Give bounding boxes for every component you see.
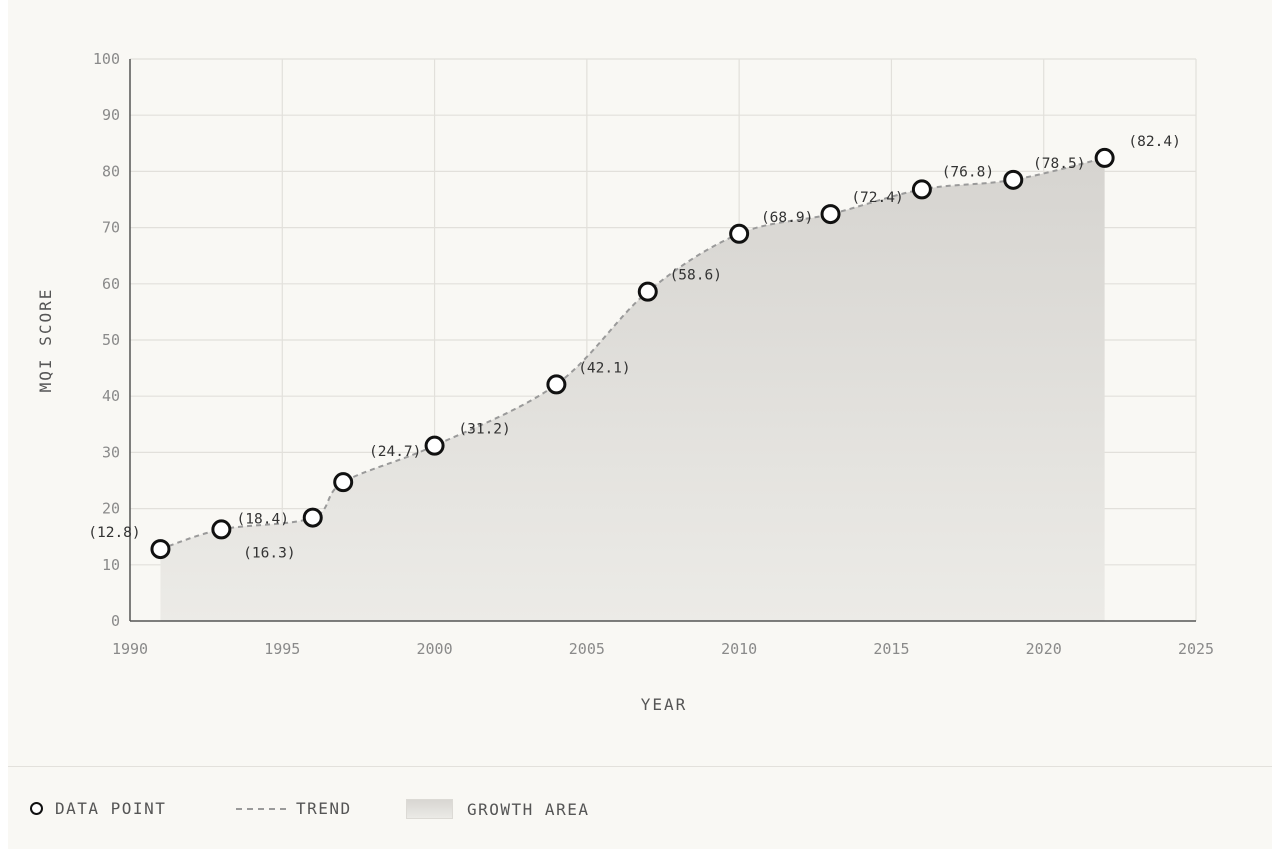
data-label: (16.3) <box>243 545 295 561</box>
legend: DATA POINT TREND GROWTH AREA <box>8 766 1272 850</box>
y-tick-label: 40 <box>102 387 120 405</box>
x-tick-label: 1995 <box>264 640 300 658</box>
area-swatch-icon <box>406 799 453 819</box>
y-tick-label: 20 <box>102 500 120 518</box>
data-point <box>1003 169 1024 190</box>
data-point <box>424 435 445 456</box>
legend-label-area: GROWTH AREA <box>467 799 590 819</box>
data-label: (68.9) <box>761 210 813 226</box>
y-tick-label: 50 <box>102 331 120 349</box>
y-tick-label: 10 <box>102 556 120 574</box>
dashed-line-icon <box>236 807 286 810</box>
y-tick-label: 100 <box>93 50 120 68</box>
data-label: (24.7) <box>369 444 421 460</box>
data-label: (82.4) <box>1128 134 1180 150</box>
y-tick-label: 70 <box>102 219 120 237</box>
x-tick-label: 2020 <box>1026 640 1062 658</box>
x-tick-label: 2000 <box>417 640 453 658</box>
legend-item-area: GROWTH AREA <box>406 799 589 819</box>
y-tick-label: 60 <box>102 275 120 293</box>
data-point <box>333 472 354 493</box>
growth-area <box>160 157 1105 622</box>
data-label: (78.5) <box>1033 156 1085 172</box>
data-point <box>820 204 841 225</box>
data-label: (18.4) <box>237 512 289 528</box>
x-tick-label: 1990 <box>112 640 148 658</box>
data-point <box>211 519 232 540</box>
x-tick-label: 2015 <box>873 640 909 658</box>
data-label: (12.8) <box>88 525 140 541</box>
chart-page: 0 10 20 30 40 50 60 70 80 90 100 1990 1995 2000 2005 20… <box>8 0 1272 849</box>
y-axis-title: MQI SCORE <box>36 288 55 393</box>
legend-item-point: DATA POINT <box>30 799 166 818</box>
data-point <box>729 223 750 244</box>
legend-item-trend: TREND <box>236 799 352 818</box>
data-label: (76.8) <box>942 164 994 180</box>
x-tick-label: 2005 <box>569 640 605 658</box>
legend-label-point: DATA POINT <box>55 799 167 818</box>
circle-marker-icon <box>30 802 43 815</box>
data-label: (58.6) <box>670 268 722 284</box>
data-label: (42.1) <box>578 360 630 376</box>
data-points <box>150 147 1115 560</box>
y-tick-label: 90 <box>102 106 120 124</box>
x-axis-title: YEAR <box>641 695 688 714</box>
growth-area-fill <box>160 157 1105 622</box>
y-tick-label: 80 <box>102 162 120 180</box>
data-point <box>546 374 567 395</box>
axes: 0 10 20 30 40 50 60 70 80 90 100 1990 1995 2000 2005 20… <box>93 50 1214 658</box>
x-tick-label: 2010 <box>721 640 757 658</box>
x-tick-label: 2025 <box>1178 640 1214 658</box>
y-tick-label: 30 <box>102 443 120 461</box>
y-tick-label: 0 <box>111 612 120 630</box>
data-point <box>911 179 932 200</box>
data-labels: (12.8) (16.3) (18.4) (24.7) (31.2) (42.1) (58.… <box>88 134 1181 561</box>
data-label: (31.2) <box>458 422 510 438</box>
mqi-chart: 0 10 20 30 40 50 60 70 80 90 100 1990 1995 2000 2005 20… <box>36 50 1214 714</box>
data-point <box>302 507 323 528</box>
legend-label-trend: TREND <box>296 799 352 818</box>
data-label: (72.4) <box>851 190 903 206</box>
data-point <box>150 539 171 560</box>
data-point <box>637 281 658 302</box>
data-point <box>1094 147 1115 168</box>
